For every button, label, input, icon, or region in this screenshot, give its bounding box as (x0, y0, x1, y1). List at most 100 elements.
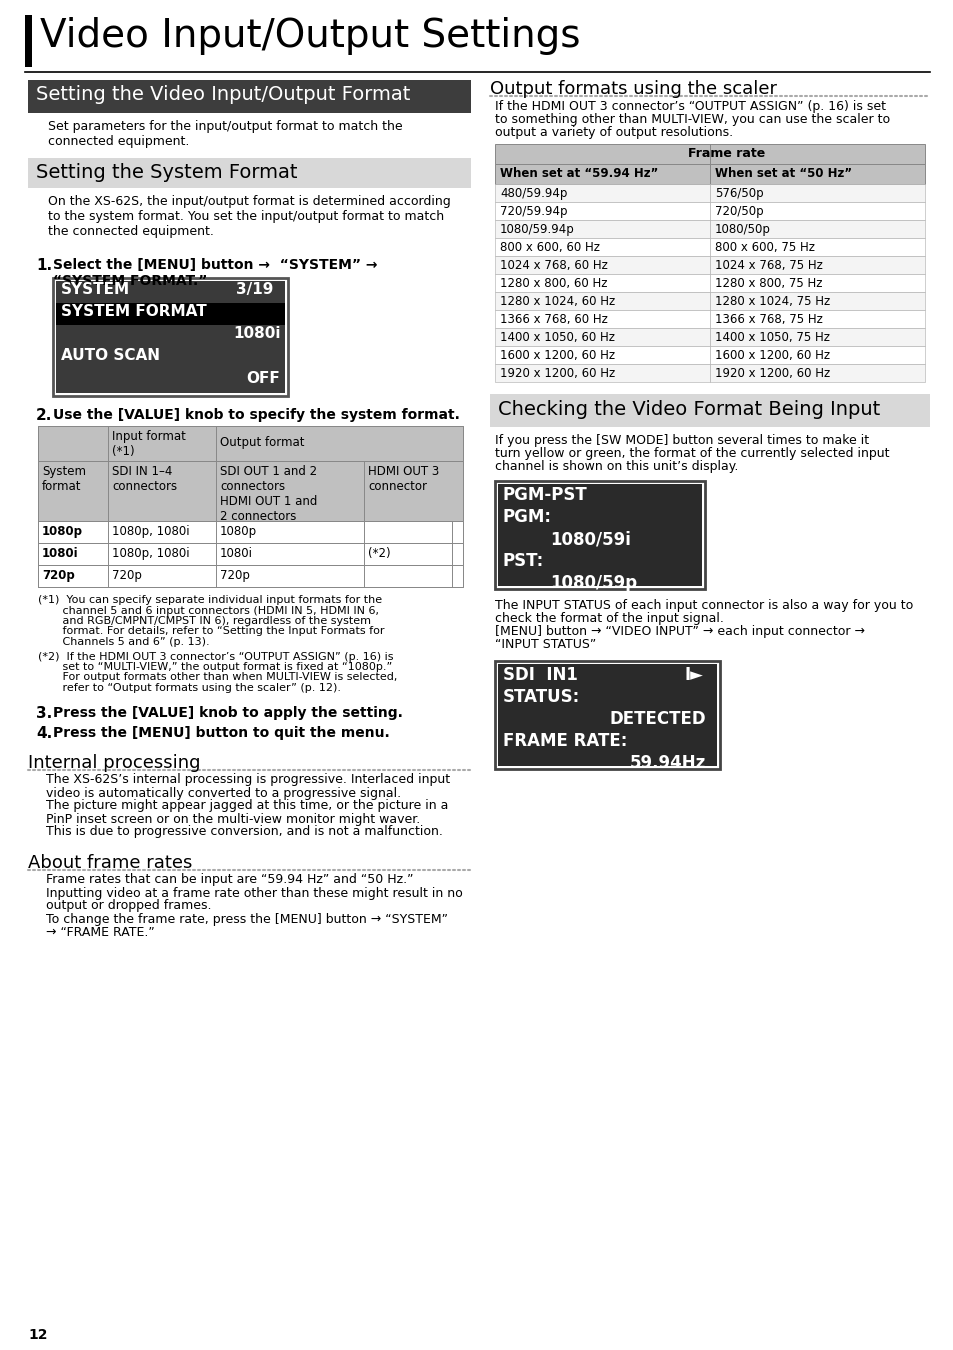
Text: and RGB/CMPNT/CMPST IN 6), regardless of the system: and RGB/CMPNT/CMPST IN 6), regardless of… (38, 616, 371, 626)
Text: SYSTEM: SYSTEM (61, 282, 130, 297)
Text: 1024 x 768, 60 Hz: 1024 x 768, 60 Hz (499, 259, 607, 271)
Bar (709, 184, 924, 202)
Text: I►: I► (684, 666, 703, 684)
Bar (25, 15, 32, 68)
Text: 720p: 720p (220, 568, 250, 582)
Bar (709, 364, 924, 382)
Text: (*2)  If the HDMI OUT 3 connector’s “OUTPUT ASSIGN” (p. 16) is: (*2) If the HDMI OUT 3 connector’s “OUTP… (38, 652, 393, 662)
Bar (709, 310, 924, 328)
Text: 1280 x 1024, 75 Hz: 1280 x 1024, 75 Hz (714, 296, 829, 308)
Text: SDI  IN1: SDI IN1 (502, 666, 578, 684)
Text: 2.: 2. (36, 408, 52, 423)
Bar (709, 256, 924, 274)
Text: to something other than MULTI-VIEW, you can use the scaler to: to something other than MULTI-VIEW, you … (495, 113, 889, 126)
Text: 1920 x 1200, 60 Hz: 1920 x 1200, 60 Hz (714, 367, 829, 379)
Bar (495, 220, 709, 238)
Text: 1280 x 1024, 60 Hz: 1280 x 1024, 60 Hz (499, 296, 615, 308)
Bar (56, 369, 285, 393)
Text: 800 x 600, 60 Hz: 800 x 600, 60 Hz (499, 242, 599, 254)
Text: video is automatically converted to a progressive signal.: video is automatically converted to a pr… (46, 787, 400, 799)
Bar (56, 281, 285, 393)
Text: Select the [MENU] button →  “SYSTEM” →: Select the [MENU] button → “SYSTEM” → (53, 258, 377, 271)
Text: 720/59.94p: 720/59.94p (499, 205, 567, 217)
Text: SDI IN 1–4
connectors: SDI IN 1–4 connectors (112, 464, 177, 493)
Bar (709, 202, 924, 220)
Text: When set at “50 Hz”: When set at “50 Hz” (714, 167, 851, 180)
Text: Frame rate: Frame rate (687, 147, 764, 161)
Text: FRAME RATE:: FRAME RATE: (502, 732, 627, 751)
Bar (709, 238, 924, 256)
Bar (495, 481, 704, 589)
Text: 1366 x 768, 75 Hz: 1366 x 768, 75 Hz (714, 313, 822, 325)
Bar (56, 325, 285, 347)
Bar (53, 278, 288, 396)
Bar (495, 310, 709, 328)
Bar (56, 281, 285, 302)
Bar (28, 80, 471, 113)
Bar (495, 163, 709, 184)
Bar (495, 662, 720, 770)
Text: Output format: Output format (220, 436, 304, 450)
Bar (38, 543, 462, 566)
Text: Channels 5 and 6” (p. 13).: Channels 5 and 6” (p. 13). (38, 637, 210, 647)
Text: The INPUT STATUS of each input connector is also a way for you to: The INPUT STATUS of each input connector… (495, 599, 912, 612)
Text: check the format of the input signal.: check the format of the input signal. (495, 612, 723, 625)
Text: This is due to progressive conversion, and is not a malfunction.: This is due to progressive conversion, a… (46, 825, 442, 838)
Text: turn yellow or green, the format of the currently selected input: turn yellow or green, the format of the … (495, 447, 888, 460)
Text: 12: 12 (28, 1328, 48, 1342)
Text: “INPUT STATUS”: “INPUT STATUS” (495, 639, 596, 651)
Bar (709, 346, 924, 365)
Text: set to “MULTI-VIEW,” the output format is fixed at “1080p.”: set to “MULTI-VIEW,” the output format i… (38, 662, 392, 672)
Bar (56, 302, 285, 325)
Text: [MENU] button → “VIDEO INPUT” → each input connector →: [MENU] button → “VIDEO INPUT” → each inp… (495, 625, 864, 639)
Bar (495, 202, 709, 220)
Text: 1600 x 1200, 60 Hz: 1600 x 1200, 60 Hz (714, 350, 829, 362)
Text: Press the [MENU] button to quit the menu.: Press the [MENU] button to quit the menu… (53, 725, 390, 740)
Text: channel is shown on this unit’s display.: channel is shown on this unit’s display. (495, 460, 738, 472)
Text: 1.: 1. (36, 258, 52, 273)
Text: (*2): (*2) (368, 547, 390, 560)
Text: 1080i: 1080i (42, 547, 78, 560)
Bar (709, 163, 924, 184)
Bar (495, 256, 709, 274)
Text: Internal processing: Internal processing (28, 753, 200, 771)
Text: 59.94Hz: 59.94Hz (629, 755, 705, 772)
Bar (495, 364, 709, 382)
Text: Frame rates that can be input are “59.94 Hz” and “50 Hz.”: Frame rates that can be input are “59.94… (46, 873, 413, 887)
Text: Set parameters for the input/output format to match the
connected equipment.: Set parameters for the input/output form… (48, 120, 402, 148)
Text: “SYSTEM FORMAT.”: “SYSTEM FORMAT.” (53, 274, 207, 288)
Bar (495, 346, 709, 365)
Text: 720/50p: 720/50p (714, 205, 762, 217)
Bar (38, 566, 462, 587)
Text: 1080i: 1080i (220, 547, 253, 560)
Text: format. For details, refer to “Setting the Input Formats for: format. For details, refer to “Setting t… (38, 626, 384, 636)
Text: 1080i: 1080i (233, 325, 280, 342)
Text: 1280 x 800, 60 Hz: 1280 x 800, 60 Hz (499, 277, 607, 290)
Text: 1080/59.94p: 1080/59.94p (499, 223, 574, 236)
Text: 1400 x 1050, 60 Hz: 1400 x 1050, 60 Hz (499, 331, 615, 344)
Bar (709, 292, 924, 311)
Text: output a variety of output resolutions.: output a variety of output resolutions. (495, 126, 732, 139)
Text: About frame rates: About frame rates (28, 853, 193, 872)
Text: 480/59.94p: 480/59.94p (499, 188, 567, 200)
Text: 3.: 3. (36, 706, 52, 721)
Text: Video Input/Output Settings: Video Input/Output Settings (40, 18, 579, 55)
Text: refer to “Output formats using the scaler” (p. 12).: refer to “Output formats using the scale… (38, 683, 340, 693)
Bar (709, 220, 924, 238)
Text: 1366 x 768, 60 Hz: 1366 x 768, 60 Hz (499, 313, 607, 325)
Text: (*1)  You can specify separate individual input formats for the: (*1) You can specify separate individual… (38, 595, 382, 605)
Text: AUTO SCAN: AUTO SCAN (61, 348, 160, 363)
Text: System
format: System format (42, 464, 86, 493)
Text: 3/19: 3/19 (235, 282, 274, 297)
Text: If you press the [SW MODE] button several times to make it: If you press the [SW MODE] button severa… (495, 433, 868, 447)
Bar (38, 427, 462, 587)
Text: PinP inset screen or on the multi-view monitor might waver.: PinP inset screen or on the multi-view m… (46, 813, 420, 825)
Text: STATUS:: STATUS: (502, 688, 579, 706)
Text: To change the frame rate, press the [MENU] button → “SYSTEM”: To change the frame rate, press the [MEN… (46, 913, 448, 926)
Text: HDMI OUT 3
connector: HDMI OUT 3 connector (368, 464, 438, 493)
Text: 1080/59p: 1080/59p (550, 574, 637, 593)
Bar (28, 158, 471, 188)
Bar (495, 292, 709, 311)
Bar (495, 184, 709, 202)
Text: OFF: OFF (246, 371, 279, 386)
